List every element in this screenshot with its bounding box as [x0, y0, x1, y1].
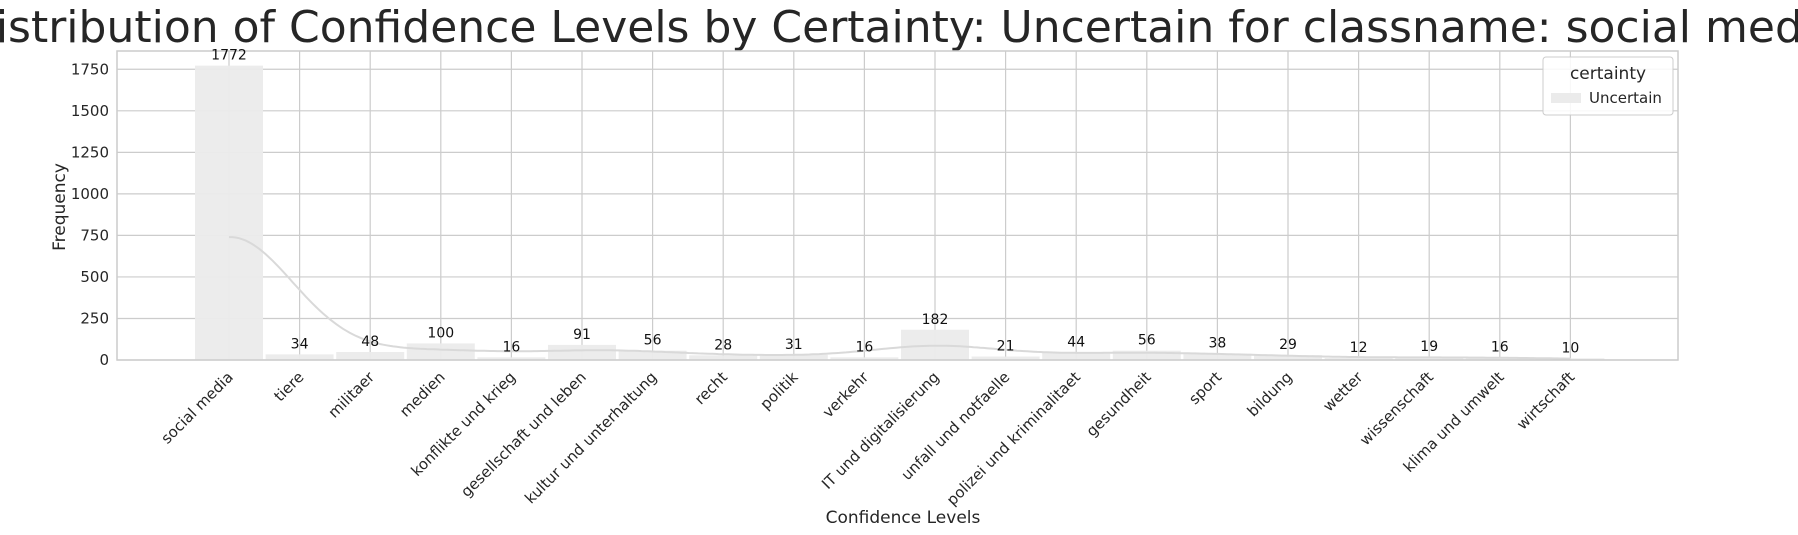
x-tick-label: IT und digitalisierung: [818, 368, 943, 493]
x-axis-label: Confidence Levels: [826, 508, 981, 528]
data-label: 10: [1561, 340, 1579, 356]
legend-swatch-uncertain: [1551, 93, 1581, 103]
data-label: 56: [644, 333, 662, 349]
y-tick-label: 1750: [71, 60, 109, 78]
data-label: 31: [785, 337, 803, 353]
x-tick-label: gesundheit: [1083, 368, 1155, 440]
bar: [618, 350, 687, 360]
data-label: 38: [1208, 336, 1226, 352]
data-label: 21: [997, 339, 1015, 355]
bar: [689, 355, 758, 360]
data-label: 91: [573, 327, 591, 343]
bar: [477, 357, 546, 360]
data-label: 182: [922, 312, 949, 328]
x-tick-label: kultur und unterhaltung: [521, 368, 660, 507]
bar: [406, 343, 475, 360]
bar: [1395, 356, 1464, 360]
y-tick-label: 1250: [71, 143, 109, 161]
bar: [1254, 355, 1322, 360]
x-tick-label: medien: [396, 368, 449, 421]
data-label: 16: [502, 339, 520, 355]
bar: [830, 357, 899, 360]
data-label: 12: [1350, 340, 1368, 356]
legend-title: certainty: [1570, 64, 1646, 84]
x-tick-label: verkehr: [819, 368, 873, 422]
bar: [1324, 358, 1393, 360]
bar: [265, 354, 334, 360]
data-label: 34: [291, 336, 309, 352]
bar: [971, 356, 1040, 360]
x-tick-label: wirtschaft: [1513, 368, 1578, 433]
x-tick-label: politik: [757, 368, 802, 413]
legend: certainty Uncertain: [1542, 56, 1674, 116]
data-label: 100: [427, 325, 454, 341]
y-tick-label: 250: [80, 309, 109, 327]
data-label: 1772: [211, 48, 247, 64]
bar: [336, 352, 405, 360]
kde-curve: [229, 236, 1571, 360]
y-tick-label: 1500: [71, 102, 109, 120]
data-label: 44: [1067, 335, 1085, 351]
data-label: 16: [855, 339, 873, 355]
x-tick-label: social media: [157, 368, 236, 447]
x-tick-label: tiere: [270, 368, 307, 405]
bar: [1042, 352, 1111, 360]
data-labels: 1772 34 48 100 16 91 56 28 31 16 182 21 44 56 38 29 12 19…: [211, 48, 1579, 357]
plot-area-frame: [116, 50, 1679, 361]
bar: [1183, 353, 1252, 360]
y-tick-label: 500: [80, 268, 109, 286]
chart-title: Distribution of Confidence Levels by Cer…: [0, 2, 1798, 53]
data-label: 28: [714, 337, 732, 353]
y-tick-label: 0: [99, 351, 109, 369]
data-label: 48: [361, 334, 379, 350]
legend-entry-uncertain: Uncertain: [1589, 89, 1662, 107]
y-axis-label: Frequency: [50, 163, 70, 251]
bar: [195, 65, 263, 360]
y-axis-ticks: 0 250 500 750 1000 1250 1500 1750: [71, 60, 109, 369]
bars: [195, 65, 1605, 360]
x-tick-label: militaer: [325, 368, 379, 422]
grid-lines: [117, 51, 1678, 361]
y-tick-label: 1000: [71, 185, 109, 203]
x-tick-label: polizei und kriminalitaet: [943, 368, 1084, 509]
data-label: 16: [1491, 339, 1509, 355]
x-tick-label: sport: [1185, 368, 1225, 408]
bar: [548, 344, 616, 360]
data-label: 56: [1138, 333, 1156, 349]
y-tick-label: 750: [80, 226, 109, 244]
bar: [1112, 350, 1181, 360]
x-tick-label: recht: [691, 368, 731, 408]
x-axis-ticks: social media tiere militaer medienkonflikte…: [157, 368, 1578, 510]
x-tick-label: wetter: [1319, 368, 1367, 416]
data-label: 29: [1279, 337, 1297, 353]
x-tick-label: gesellschaft und leben: [457, 368, 590, 501]
data-label: 19: [1420, 339, 1438, 355]
bar: [759, 354, 828, 360]
x-tick-label: bildung: [1244, 368, 1296, 420]
